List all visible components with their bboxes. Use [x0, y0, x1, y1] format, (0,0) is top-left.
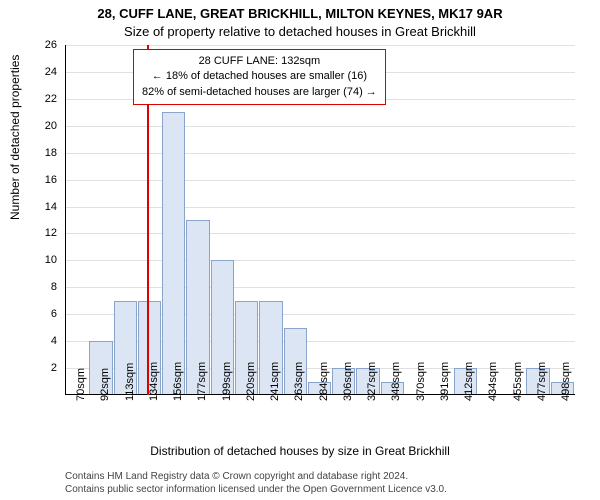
y-tick-label: 6 [27, 308, 57, 320]
x-tick-label: 113sqm [124, 363, 136, 401]
x-tick-label: 498sqm [560, 362, 572, 401]
chart-title-line1: 28, CUFF LANE, GREAT BRICKHILL, MILTON K… [0, 6, 600, 21]
x-tick-label: 92sqm [99, 368, 111, 401]
y-tick-label: 8 [27, 281, 57, 293]
x-tick-label: 70sqm [75, 368, 87, 401]
x-tick-label: 263sqm [293, 362, 305, 401]
y-axis-label: Number of detached properties [8, 55, 22, 220]
property-callout: 28 CUFF LANE: 132sqm ← 18% of detached h… [133, 49, 386, 105]
x-tick-label: 348sqm [390, 362, 402, 401]
x-tick-label: 220sqm [245, 362, 257, 401]
y-tick-label: 4 [27, 335, 57, 347]
x-tick-label: 241sqm [269, 362, 281, 401]
callout-line1: 28 CUFF LANE: 132sqm [142, 54, 377, 69]
x-tick-label: 455sqm [512, 362, 524, 401]
attribution: Contains HM Land Registry data © Crown c… [65, 470, 447, 496]
x-tick-label: 284sqm [318, 362, 330, 401]
y-tick-label: 2 [27, 362, 57, 374]
x-axis-label: Distribution of detached houses by size … [0, 444, 600, 458]
y-tick-label: 18 [27, 147, 57, 159]
chart-container: { "chart": { "type": "histogram", "title… [0, 0, 600, 500]
y-tick-label: 10 [27, 254, 57, 266]
callout-line3: 82% of semi-detached houses are larger (… [142, 85, 377, 100]
callout-line2: ← 18% of detached houses are smaller (16… [142, 69, 377, 84]
x-tick-label: 391sqm [439, 362, 451, 401]
x-tick-label: 412sqm [463, 362, 475, 401]
y-tick-label: 20 [27, 120, 57, 132]
x-tick-label: 306sqm [342, 362, 354, 401]
y-axis [65, 45, 66, 395]
attribution-line2: Contains public sector information licen… [65, 483, 447, 496]
y-tick-label: 12 [27, 227, 57, 239]
attribution-line1: Contains HM Land Registry data © Crown c… [65, 470, 447, 483]
y-tick-label: 26 [27, 39, 57, 51]
y-tick-label: 16 [27, 174, 57, 186]
x-tick-label: 434sqm [487, 362, 499, 401]
x-tick-label: 177sqm [196, 362, 208, 401]
x-tick-label: 156sqm [172, 362, 184, 401]
x-tick-label: 370sqm [415, 362, 427, 401]
y-tick-label: 22 [27, 93, 57, 105]
x-tick-label: 327sqm [366, 362, 378, 401]
x-tick-label: 199sqm [221, 362, 233, 401]
y-tick-label: 24 [27, 66, 57, 78]
plot-area: 2468101214161820222426 70sqm92sqm113sqm1… [65, 45, 575, 395]
histogram-bar [162, 112, 185, 395]
x-tick-label: 134sqm [148, 362, 160, 401]
chart-title-line2: Size of property relative to detached ho… [0, 24, 600, 39]
x-tick-label: 477sqm [536, 362, 548, 401]
y-tick-label: 14 [27, 201, 57, 213]
